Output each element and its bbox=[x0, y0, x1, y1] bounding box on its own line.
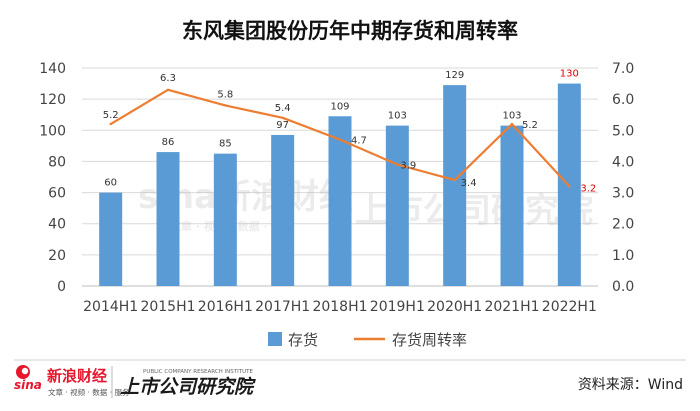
legend-bar-swatch bbox=[268, 332, 282, 346]
right-tick-label: 2.0 bbox=[612, 217, 634, 233]
x-tick-label: 2017H1 bbox=[255, 299, 310, 315]
line-series bbox=[109, 88, 571, 188]
bar bbox=[271, 134, 295, 286]
x-tick-label: 2014H1 bbox=[83, 299, 138, 315]
bar bbox=[500, 125, 524, 286]
left-tick-label: 100 bbox=[39, 123, 66, 139]
footer-institute-en: PUBLIC COMPANY RESEARCH INSTITUTE bbox=[143, 369, 254, 375]
bar bbox=[328, 116, 352, 287]
line-data-label: 5.4 bbox=[275, 103, 291, 114]
bar bbox=[213, 153, 237, 286]
line-labels: 5.2 6.3 5.8 5.4 4.7 3.9 3.4 5.2 3.2 bbox=[103, 73, 597, 195]
line-point bbox=[510, 122, 514, 126]
watermark: sina新浪财经 文章 · 视频 · 数据 · 服务 上市公司研究院 bbox=[138, 177, 593, 233]
line-point bbox=[166, 88, 170, 92]
line-point bbox=[224, 104, 227, 107]
line-point bbox=[109, 122, 112, 126]
x-tick-label: 2020H1 bbox=[427, 299, 482, 315]
sina-wordmark: sina bbox=[14, 378, 42, 392]
bar bbox=[443, 85, 467, 286]
right-tick-label: 4.0 bbox=[612, 154, 634, 170]
footer-institute-name: 上市公司研究院 bbox=[120, 376, 256, 398]
right-tick-label: 7.0 bbox=[612, 61, 634, 77]
line-point bbox=[338, 138, 342, 141]
line-data-label: 5.2 bbox=[103, 110, 119, 121]
bar-data-label: 109 bbox=[330, 101, 349, 112]
x-tick-label: 2016H1 bbox=[198, 299, 253, 315]
bar-data-label: 86 bbox=[162, 137, 175, 148]
line-data-label: 5.8 bbox=[217, 89, 233, 100]
bar-data-label: 85 bbox=[219, 139, 232, 150]
bar-series bbox=[99, 83, 581, 287]
sina-eye-pupil bbox=[21, 367, 29, 375]
right-tick-label: 3.0 bbox=[612, 186, 634, 202]
x-tick-label: 2022H1 bbox=[542, 299, 597, 315]
bar-data-label: 129 bbox=[445, 70, 464, 81]
line-data-label: 6.3 bbox=[160, 73, 176, 84]
legend: 存货 存货周转率 bbox=[268, 331, 467, 349]
bar bbox=[385, 125, 409, 286]
footer: sina 新浪财经 文章 · 视频 · 数据 · 服务 PUBLIC COMPA… bbox=[14, 365, 683, 398]
bar-data-label: 97 bbox=[276, 120, 289, 131]
left-tick-label: 0 bbox=[57, 279, 66, 295]
line-data-label: 4.7 bbox=[351, 136, 367, 147]
left-tick-label: 20 bbox=[48, 248, 66, 264]
line-data-label: 3.9 bbox=[400, 161, 416, 172]
bar-data-label: 60 bbox=[104, 178, 117, 189]
line-data-label: 3.2 bbox=[580, 183, 596, 194]
right-tick-label: 5.0 bbox=[612, 123, 634, 139]
right-tick-label: 6.0 bbox=[612, 92, 634, 108]
x-tick-label: 2018H1 bbox=[312, 299, 367, 315]
footer-brand-tagline: 文章 · 视频 · 数据 · 服务 bbox=[48, 387, 130, 397]
line-point bbox=[453, 178, 456, 182]
bar-labels: 60 86 85 97 109 103 129 103 130 bbox=[104, 69, 579, 189]
line-point bbox=[281, 116, 284, 120]
x-tick-label: 2015H1 bbox=[140, 299, 195, 315]
left-tick-label: 120 bbox=[39, 92, 66, 108]
chart-title: 东风集团股份历年中期存货和周转率 bbox=[182, 19, 518, 43]
x-axis: 2014H1 2015H1 2016H1 2017H1 2018H1 2019H1 2020… bbox=[83, 299, 597, 315]
left-tick-label: 80 bbox=[48, 154, 66, 170]
right-tick-label: 1.0 bbox=[612, 248, 634, 264]
bar bbox=[99, 192, 123, 286]
left-tick-label: 40 bbox=[48, 217, 66, 233]
x-tick-label: 2021H1 bbox=[484, 299, 539, 315]
legend-bar-label: 存货 bbox=[288, 331, 318, 349]
legend-line-label: 存货周转率 bbox=[392, 331, 467, 349]
bar-data-label: 130 bbox=[560, 69, 579, 80]
line-data-label: 5.2 bbox=[522, 120, 538, 131]
right-axis: 0.0 1.0 2.0 3.0 4.0 5.0 6.0 7.0 bbox=[612, 61, 634, 295]
left-axis: 0 20 40 60 80 100 120 140 bbox=[39, 61, 66, 295]
left-tick-label: 60 bbox=[48, 186, 66, 202]
footer-brand-name: 新浪财经 bbox=[47, 367, 107, 385]
bar bbox=[156, 152, 180, 286]
bar-data-label: 103 bbox=[502, 111, 521, 122]
bar-data-label: 103 bbox=[388, 111, 407, 122]
left-tick-label: 140 bbox=[39, 61, 66, 77]
line-data-label: 3.4 bbox=[461, 178, 477, 189]
sina-logo: sina bbox=[14, 365, 42, 392]
line-point bbox=[396, 163, 399, 166]
footer-source: 资料来源：Wind bbox=[578, 377, 683, 393]
line-point bbox=[568, 185, 571, 188]
right-tick-label: 0.0 bbox=[612, 279, 634, 295]
x-tick-label: 2019H1 bbox=[370, 299, 425, 315]
